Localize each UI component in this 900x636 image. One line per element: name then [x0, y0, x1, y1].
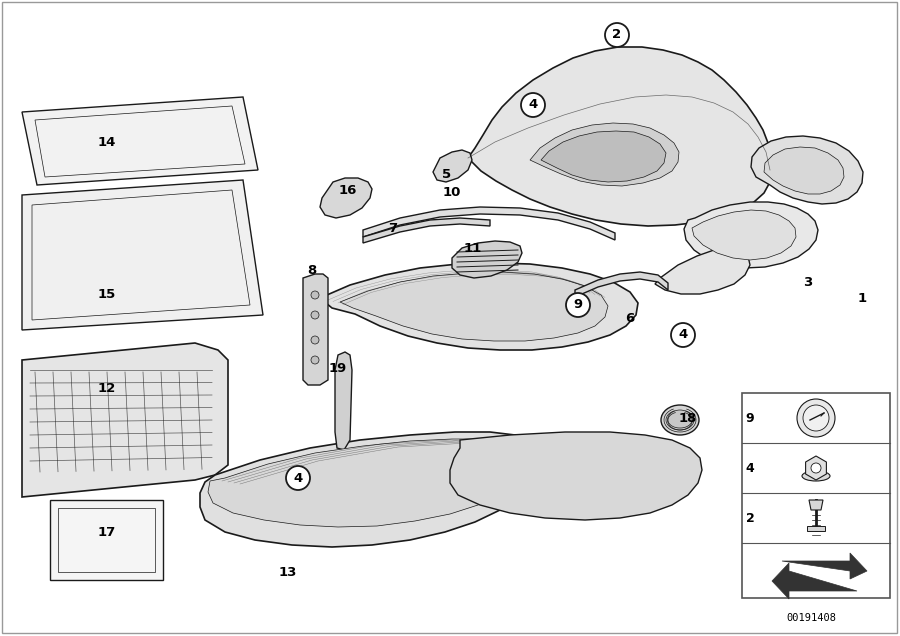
Polygon shape [22, 180, 263, 330]
Text: 18: 18 [679, 411, 698, 424]
Polygon shape [363, 207, 615, 240]
Bar [742, 393, 890, 598]
Circle shape [311, 356, 319, 364]
Text: 6: 6 [626, 312, 634, 324]
Polygon shape [692, 210, 796, 260]
Text: 11: 11 [464, 242, 482, 254]
Text: 10: 10 [443, 186, 461, 198]
Circle shape [811, 463, 821, 473]
Polygon shape [468, 47, 773, 226]
Circle shape [671, 323, 695, 347]
Text: 19: 19 [328, 361, 347, 375]
Text: 9: 9 [573, 298, 582, 312]
Circle shape [311, 336, 319, 344]
Text: 16: 16 [338, 184, 357, 197]
Polygon shape [530, 123, 679, 186]
Polygon shape [340, 272, 608, 341]
Text: 17: 17 [98, 527, 116, 539]
Polygon shape [335, 352, 352, 450]
Polygon shape [50, 500, 163, 580]
Polygon shape [22, 97, 258, 185]
Circle shape [803, 405, 829, 431]
Text: 4: 4 [679, 329, 688, 342]
Polygon shape [809, 500, 823, 510]
Text: 1: 1 [858, 291, 867, 305]
Text: 4: 4 [745, 462, 754, 474]
Polygon shape [22, 343, 228, 497]
Circle shape [311, 311, 319, 319]
Circle shape [605, 23, 629, 47]
Text: 00191408: 00191408 [786, 613, 836, 623]
Polygon shape [772, 563, 857, 599]
Text: 14: 14 [98, 135, 116, 148]
Polygon shape [303, 274, 328, 385]
Polygon shape [806, 456, 826, 480]
Text: 3: 3 [804, 277, 813, 289]
Polygon shape [450, 432, 702, 520]
Text: 4: 4 [528, 99, 537, 111]
Circle shape [311, 291, 319, 299]
Text: 8: 8 [308, 263, 317, 277]
Polygon shape [320, 263, 638, 350]
Circle shape [797, 399, 835, 437]
Text: 5: 5 [443, 169, 452, 181]
Polygon shape [208, 439, 527, 527]
Polygon shape [32, 190, 250, 320]
Polygon shape [782, 553, 867, 579]
Ellipse shape [661, 405, 699, 435]
Text: 13: 13 [279, 567, 297, 579]
Ellipse shape [802, 471, 830, 481]
Text: 2: 2 [612, 29, 622, 41]
Polygon shape [58, 508, 155, 572]
Polygon shape [320, 178, 372, 218]
Polygon shape [433, 150, 472, 182]
Circle shape [286, 466, 310, 490]
Text: 4: 4 [293, 471, 302, 485]
Polygon shape [363, 218, 490, 243]
Text: 12: 12 [98, 382, 116, 394]
Polygon shape [575, 272, 668, 297]
Text: 2: 2 [745, 511, 754, 525]
Polygon shape [655, 248, 750, 294]
Ellipse shape [668, 410, 692, 430]
Text: 7: 7 [389, 221, 398, 235]
Text: 9: 9 [746, 411, 754, 424]
Polygon shape [200, 432, 545, 547]
Polygon shape [452, 241, 522, 278]
Circle shape [566, 293, 590, 317]
Polygon shape [35, 106, 245, 177]
Text: 15: 15 [98, 289, 116, 301]
Bar [807, 526, 825, 531]
Polygon shape [751, 136, 863, 204]
Polygon shape [684, 202, 818, 268]
Polygon shape [541, 131, 666, 182]
Polygon shape [764, 147, 844, 194]
Circle shape [521, 93, 545, 117]
